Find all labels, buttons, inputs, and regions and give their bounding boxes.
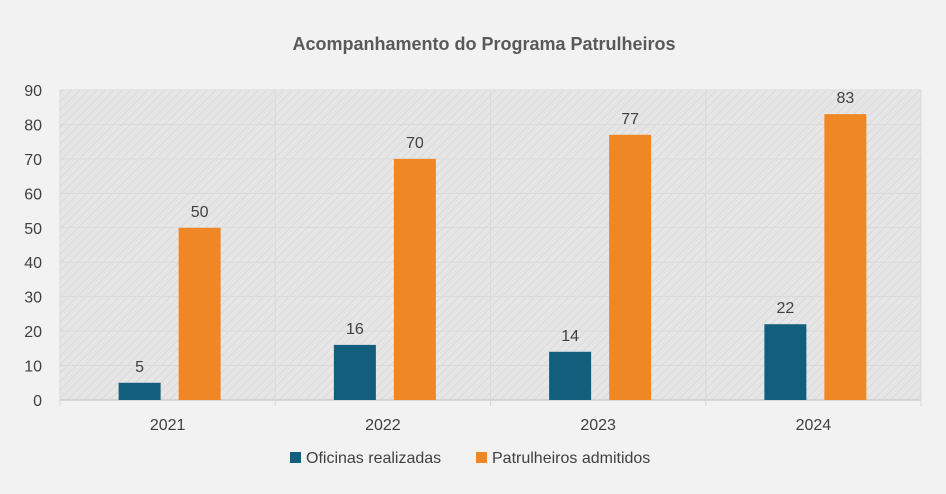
data-label: 70 bbox=[406, 135, 424, 152]
data-label: 14 bbox=[561, 328, 579, 345]
data-label: 77 bbox=[621, 111, 639, 128]
y-tick-label: 90 bbox=[24, 83, 42, 100]
bar-oficinas bbox=[118, 382, 161, 400]
x-tick-label: 2021 bbox=[150, 417, 186, 434]
x-axis: 2021 2022 2023 2024 bbox=[150, 417, 831, 434]
x-tick-label: 2023 bbox=[580, 417, 616, 434]
y-tick-label: 70 bbox=[24, 152, 42, 169]
y-tick-label: 0 bbox=[33, 393, 42, 410]
bar-oficinas bbox=[764, 324, 807, 400]
data-label: 5 bbox=[135, 359, 144, 376]
legend: Oficinas realizadas Patrulheiros admitido… bbox=[290, 450, 650, 467]
y-tick-label: 80 bbox=[24, 117, 42, 134]
bars bbox=[118, 114, 867, 400]
legend-item: Patrulheiros admitidos bbox=[476, 450, 650, 467]
y-tick-label: 20 bbox=[24, 324, 42, 341]
chart-title: Acompanhamento do Programa Patrulheiros bbox=[292, 34, 675, 54]
y-tick-label: 30 bbox=[24, 290, 42, 307]
bar-patrulheiros bbox=[393, 158, 436, 400]
x-tick-label: 2024 bbox=[796, 417, 832, 434]
y-tick-label: 40 bbox=[24, 255, 42, 272]
data-label: 50 bbox=[191, 204, 209, 221]
y-tick-label: 60 bbox=[24, 186, 42, 203]
bar-oficinas bbox=[333, 344, 376, 400]
bar-oficinas bbox=[549, 351, 592, 400]
data-label: 16 bbox=[346, 321, 364, 338]
bar-patrulheiros bbox=[609, 134, 652, 400]
x-tick-label: 2022 bbox=[365, 417, 401, 434]
y-axis: 0 10 20 30 40 50 60 70 80 90 bbox=[24, 83, 42, 410]
data-label: 22 bbox=[776, 300, 794, 317]
legend-item: Oficinas realizadas bbox=[290, 450, 441, 467]
bar-patrulheiros bbox=[824, 114, 867, 400]
data-labels: 5 50 16 70 14 77 22 83 bbox=[135, 90, 854, 376]
legend-label: Patrulheiros admitidos bbox=[492, 450, 650, 467]
y-tick-label: 50 bbox=[24, 221, 42, 238]
y-tick-label: 10 bbox=[24, 359, 42, 376]
legend-swatch bbox=[290, 452, 301, 463]
bar-patrulheiros bbox=[178, 227, 221, 400]
legend-label: Oficinas realizadas bbox=[306, 450, 441, 467]
data-label: 83 bbox=[836, 90, 854, 107]
legend-swatch bbox=[476, 452, 487, 463]
